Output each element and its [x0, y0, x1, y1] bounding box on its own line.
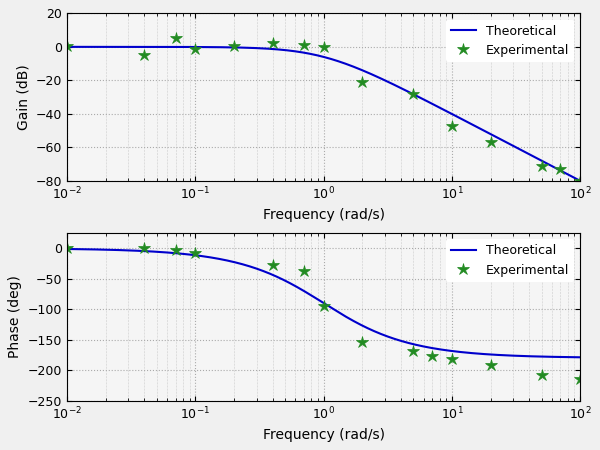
Experimental — [487, 363, 494, 368]
Theoretical — [562, 171, 569, 176]
Experimental — [192, 46, 199, 51]
Experimental — [320, 44, 328, 50]
Theoretical — [467, 122, 475, 127]
Experimental — [577, 377, 584, 382]
Legend: Theoretical, Experimental: Theoretical, Experimental — [446, 239, 574, 282]
X-axis label: Frequency (rad/s): Frequency (rad/s) — [263, 208, 385, 222]
Experimental — [230, 43, 238, 49]
Experimental — [359, 79, 366, 85]
Theoretical — [562, 354, 569, 360]
Experimental — [269, 40, 276, 45]
Experimental — [192, 251, 199, 256]
Theoretical — [299, 288, 307, 293]
Theoretical — [64, 44, 71, 50]
Theoretical — [562, 170, 569, 176]
Experimental — [448, 356, 455, 362]
Theoretical — [577, 355, 584, 360]
Experimental — [300, 42, 307, 48]
Experimental — [410, 348, 417, 353]
Legend: Theoretical, Experimental: Theoretical, Experimental — [446, 20, 574, 62]
Experimental — [538, 372, 545, 378]
Experimental — [487, 140, 494, 145]
Theoretical — [64, 246, 71, 252]
Experimental — [64, 43, 71, 49]
Theoretical — [577, 178, 584, 184]
Line: Theoretical: Theoretical — [67, 47, 580, 181]
Line: Experimental: Experimental — [61, 32, 587, 187]
Y-axis label: Phase (deg): Phase (deg) — [8, 275, 22, 358]
Experimental — [428, 353, 436, 359]
X-axis label: Frequency (rad/s): Frequency (rad/s) — [263, 428, 385, 441]
Experimental — [172, 248, 179, 253]
Experimental — [64, 246, 71, 251]
Experimental — [172, 36, 179, 41]
Experimental — [577, 178, 584, 184]
Theoretical — [313, 296, 320, 302]
Theoretical — [313, 53, 320, 58]
Theoretical — [299, 50, 307, 55]
Experimental — [448, 123, 455, 128]
Experimental — [300, 269, 307, 274]
Experimental — [141, 53, 148, 58]
Y-axis label: Gain (dB): Gain (dB) — [16, 64, 30, 130]
Experimental — [410, 91, 417, 96]
Theoretical — [467, 351, 475, 356]
Theoretical — [90, 247, 97, 252]
Experimental — [538, 163, 545, 169]
Experimental — [269, 263, 276, 268]
Experimental — [359, 339, 366, 344]
Line: Theoretical: Theoretical — [67, 249, 580, 357]
Experimental — [141, 246, 148, 251]
Theoretical — [90, 44, 97, 50]
Theoretical — [562, 355, 569, 360]
Experimental — [557, 166, 564, 172]
Line: Experimental: Experimental — [61, 242, 587, 386]
Experimental — [320, 303, 328, 309]
